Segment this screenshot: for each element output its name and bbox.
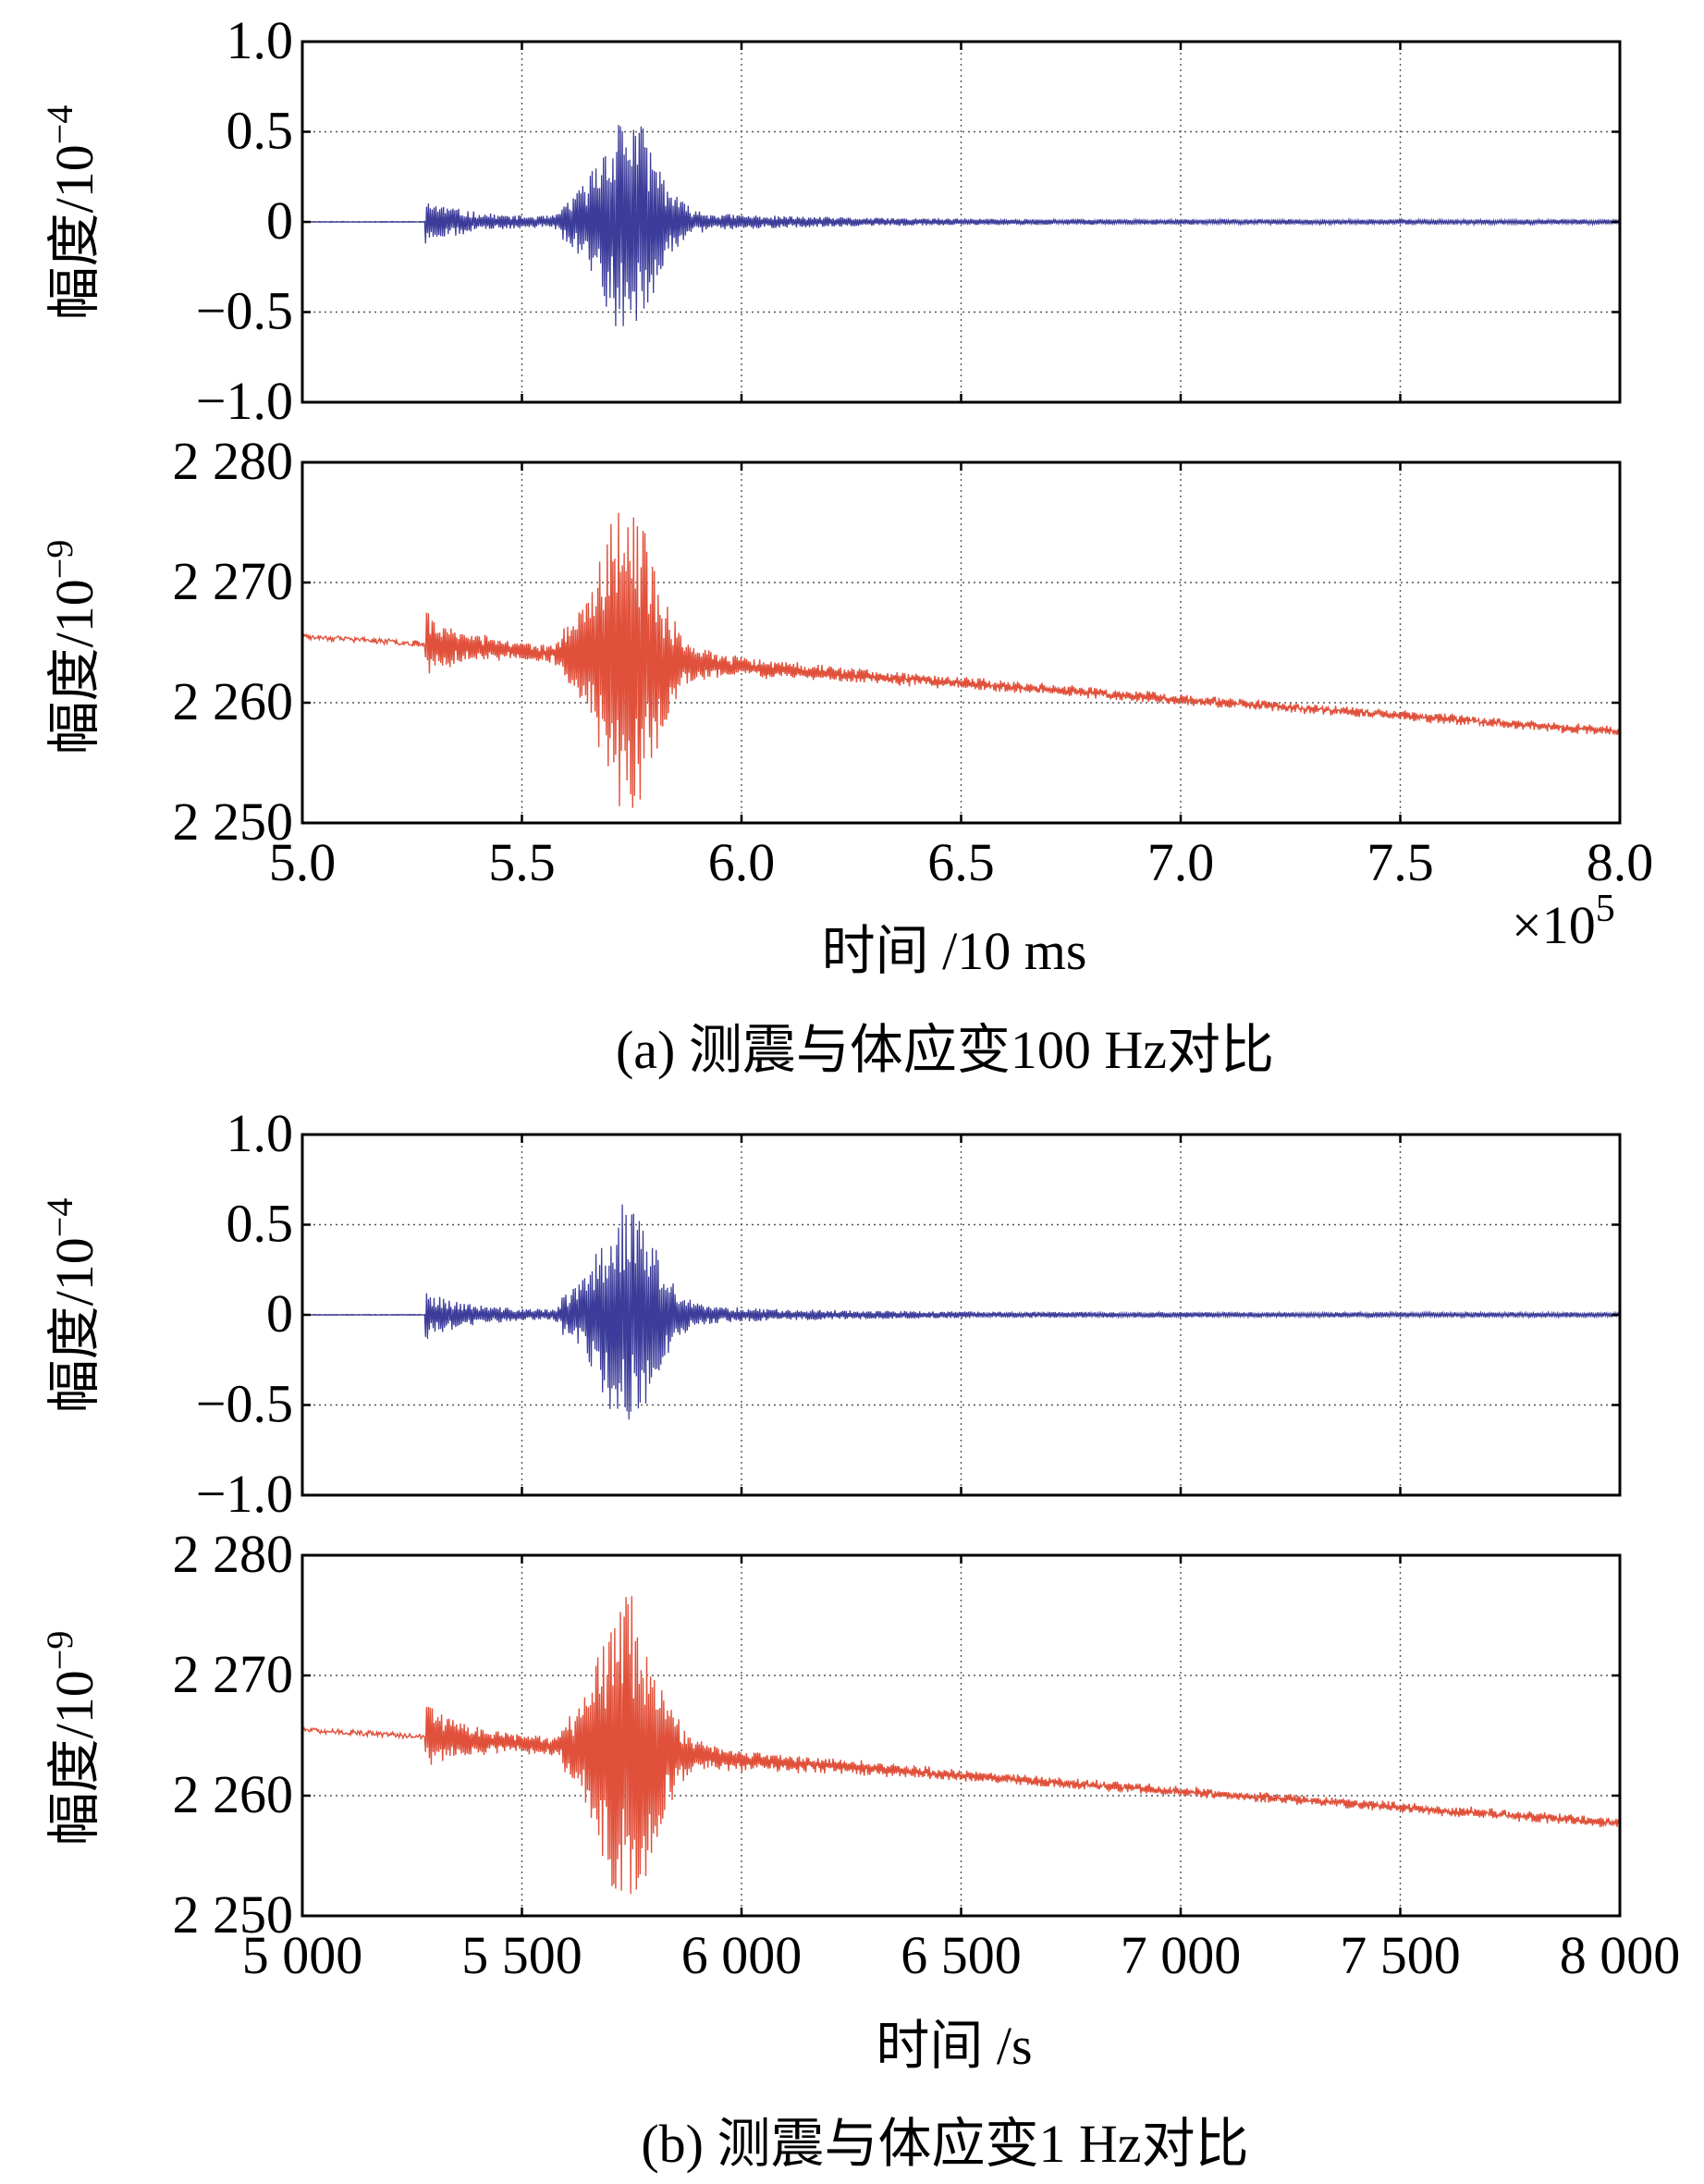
x-axis-label-a: 时间 /10 ms [822,921,1087,981]
y-tick-label: 2 270 [173,551,294,611]
y-axis-label-seismic-b: 幅度/10−4 [39,1198,104,1414]
seismic-trace [301,125,1621,326]
caption-b: (b) 测震与体应变1 Hz对比 [641,2114,1248,2174]
x-tick-label: 6.5 [927,832,995,892]
seismic-plot-100hz: 1.0 0.5 0 −0.5 −1.0 [196,10,1622,431]
y-tick-label: 1.0 [227,10,294,70]
seismic-plot-1hz: 1.0 0.5 0 −0.5 −1.0 [196,1103,1622,1524]
y-tick-label: 2 260 [173,671,294,731]
x-tick-label: 5.5 [488,832,556,892]
y-tick-label: −0.5 [196,281,293,341]
x-tick-label: 7 500 [1340,1925,1461,1985]
y-tick-label: 0.5 [227,101,294,161]
x-axis-label-b: 时间 /s [876,2016,1032,2076]
y-tick-label: 0 [266,1283,293,1344]
x-tick-label: 7.0 [1147,832,1215,892]
y-axis-label-strain-a: 幅度/10−9 [39,540,104,755]
y-tick-label: 2 260 [173,1764,294,1824]
y-tick-label: 0.5 [227,1194,294,1254]
strain-trace [301,1596,1621,1895]
x-tick-label: 5 000 [242,1925,363,1985]
y-tick-label: 2 280 [173,431,294,491]
seismic-trace [301,1204,1621,1420]
x-multiplier-a: ×105 [1512,888,1615,955]
y-axis-label-strain-b: 幅度/10−9 [39,1631,104,1847]
y-tick-label: −1.0 [196,1464,293,1524]
y-tick-label: 2 250 [173,791,294,852]
y-tick-label: 2 270 [173,1644,294,1704]
x-tick-label: 8 000 [1560,1925,1681,1985]
x-tick-label: 7.5 [1367,832,1434,892]
y-tick-label: −0.5 [196,1374,293,1434]
x-tick-label: 6.0 [708,832,776,892]
x-tick-label: 7 000 [1121,1925,1242,1985]
y-tick-label: 0 [266,190,293,251]
y-tick-label: 1.0 [227,1103,294,1163]
x-tick-label: 5.0 [269,832,337,892]
caption-a: (a) 测震与体应变100 Hz对比 [616,1020,1274,1080]
x-tick-label: 6 500 [901,1925,1022,1985]
x-tick-label: 5 500 [461,1925,582,1985]
y-axis-label-seismic-a: 幅度/10−4 [39,105,104,321]
y-tick-label: 2 250 [173,1884,294,1945]
y-tick-label: 2 280 [173,1524,294,1584]
x-tick-label: 8.0 [1587,832,1654,892]
strain-trace [302,512,1621,808]
x-tick-label: 6 000 [681,1925,803,1985]
y-tick-label: −1.0 [196,371,293,431]
